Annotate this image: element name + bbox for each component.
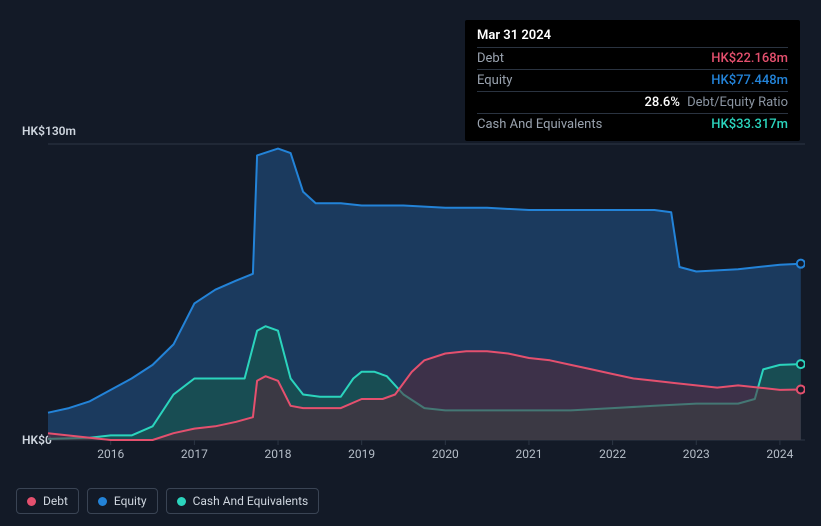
tooltip-date: Mar 31 2024 <box>477 28 788 47</box>
legend-swatch <box>177 497 186 506</box>
legend-item[interactable]: Equity <box>87 488 158 514</box>
tooltip-row: Cash And Equivalents HK$33.317m <box>477 113 788 135</box>
svg-text:HK$130m: HK$130m <box>22 124 76 138</box>
tooltip-row: Equity HK$77.448m <box>477 69 788 91</box>
svg-text:2017: 2017 <box>181 447 208 461</box>
tooltip-row-label: Equity <box>477 73 512 88</box>
svg-text:2016: 2016 <box>97 447 124 461</box>
tooltip-row-value: HK$22.168m <box>711 51 788 66</box>
tooltip-row-label: Debt <box>477 51 504 66</box>
chart-legend: Debt Equity Cash And Equivalents <box>16 488 319 514</box>
svg-text:2022: 2022 <box>599 447 626 461</box>
tooltip-row-value: HK$33.317m <box>711 117 788 132</box>
legend-label: Equity <box>114 494 147 508</box>
chart-tooltip: Mar 31 2024 Debt HK$22.168m Equity HK$77.44… <box>465 20 800 141</box>
legend-label: Debt <box>43 494 68 508</box>
legend-item[interactable]: Cash And Equivalents <box>166 488 320 514</box>
legend-swatch <box>27 497 36 506</box>
legend-label: Cash And Equivalents <box>193 494 309 508</box>
tooltip-row: Debt HK$22.168m <box>477 47 788 69</box>
tooltip-row-value: HK$77.448m <box>711 73 788 88</box>
tooltip-row: 28.6% Debt/Equity Ratio <box>477 91 788 113</box>
tooltip-row-label: Cash And Equivalents <box>477 117 602 132</box>
svg-text:2023: 2023 <box>683 447 710 461</box>
svg-text:HK$0: HK$0 <box>22 433 52 447</box>
tooltip-row-value: 28.6% Debt/Equity Ratio <box>645 95 788 110</box>
svg-text:2021: 2021 <box>515 447 542 461</box>
legend-item[interactable]: Debt <box>16 488 79 514</box>
svg-text:2019: 2019 <box>348 447 375 461</box>
svg-text:2018: 2018 <box>265 447 292 461</box>
svg-text:2024: 2024 <box>766 447 793 461</box>
svg-text:2020: 2020 <box>432 447 459 461</box>
legend-swatch <box>98 497 107 506</box>
